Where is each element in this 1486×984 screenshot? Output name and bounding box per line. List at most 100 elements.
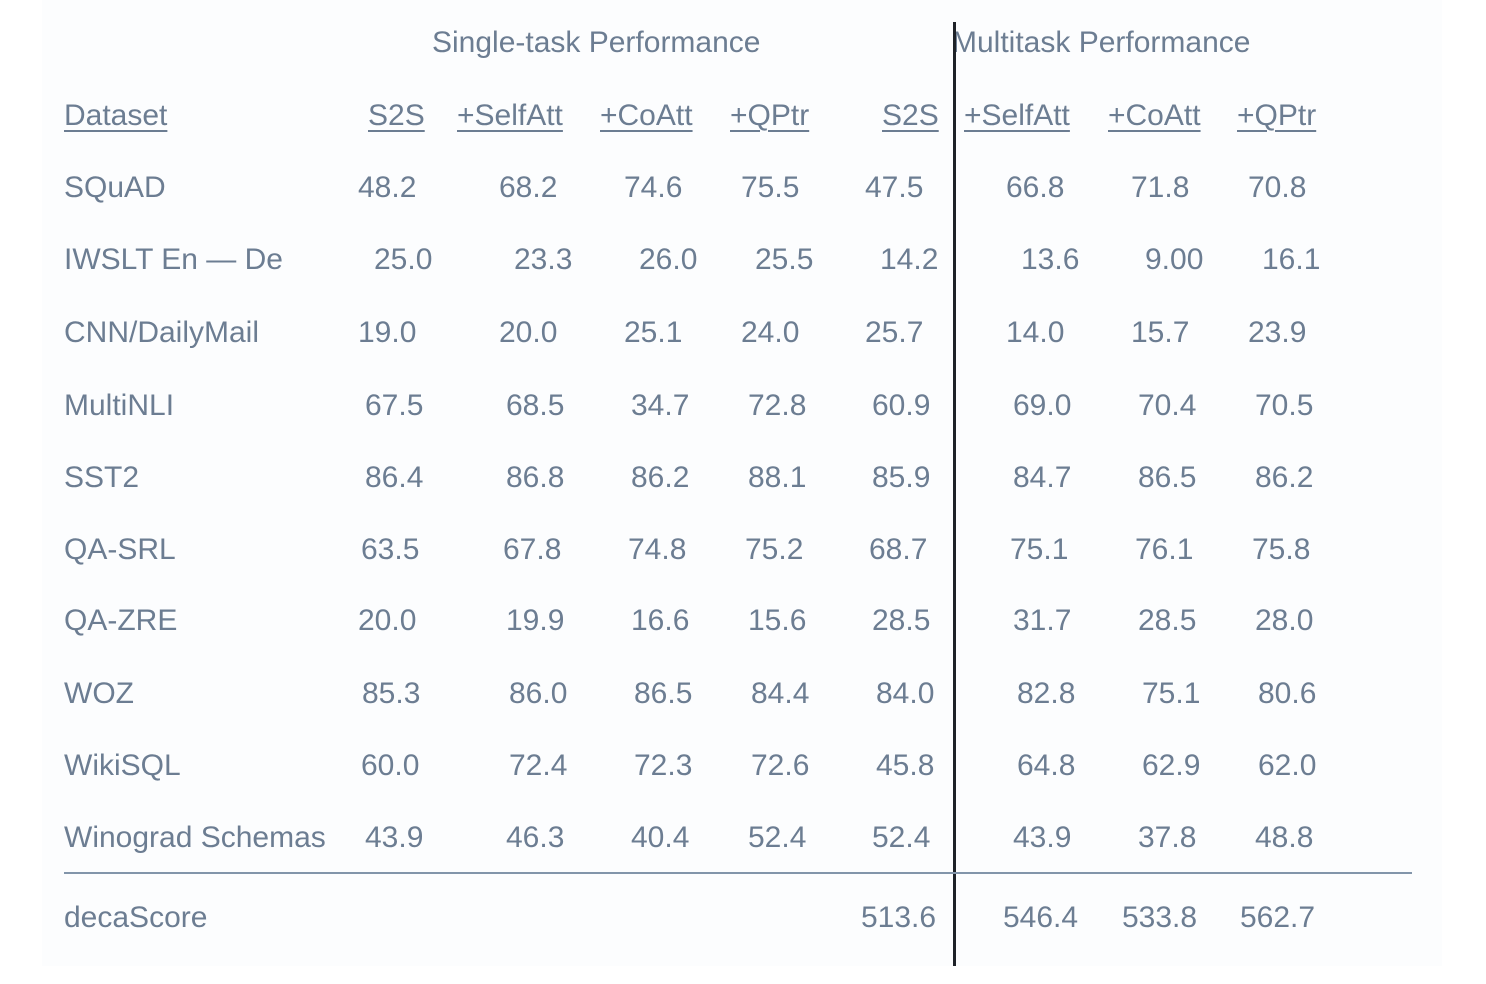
row-label: SST2 [64, 461, 140, 494]
table-cell: 88.1 [748, 461, 807, 494]
table-cell: 69.0 [1013, 389, 1072, 422]
table-cell: 67.5 [365, 389, 424, 422]
table-cell: 52.4 [748, 821, 807, 854]
column-header-multi-5: S2S [882, 99, 939, 132]
table-cell: 66.8 [1006, 171, 1065, 204]
table-cell: 25.7 [865, 316, 924, 349]
table-cell: 31.7 [1013, 604, 1072, 637]
column-header-multi-8: +QPtr [1237, 99, 1317, 132]
table-cell: 43.9 [1013, 821, 1072, 854]
table-cell: 62.0 [1258, 749, 1317, 782]
table-cell: 60.9 [872, 389, 931, 422]
table-cell: 74.8 [628, 533, 687, 566]
table-cell: 23.9 [1248, 316, 1307, 349]
table-cell: 23.3 [514, 243, 573, 276]
vertical-divider [953, 22, 956, 966]
table-cell: 80.6 [1258, 677, 1317, 710]
table-cell: 72.8 [748, 389, 807, 422]
table-cell: 48.8 [1255, 821, 1314, 854]
table-cell: 74.6 [624, 171, 683, 204]
table-cell: 37.8 [1138, 821, 1197, 854]
row-label: WOZ [64, 677, 134, 710]
table-cell: 60.0 [361, 749, 420, 782]
summary-cell: 546.4 [1003, 901, 1079, 934]
table-cell: 40.4 [631, 821, 690, 854]
row-label: IWSLT En — De [64, 243, 283, 276]
table-cell: 64.8 [1017, 749, 1076, 782]
table-cell: 70.4 [1138, 389, 1197, 422]
table-cell: 84.7 [1013, 461, 1072, 494]
summary-divider [64, 872, 1412, 874]
table-cell: 67.8 [503, 533, 562, 566]
table-cell: 43.9 [365, 821, 424, 854]
table-cell: 25.0 [374, 243, 433, 276]
table-cell: 70.5 [1255, 389, 1314, 422]
column-header-multi-7: +CoAtt [1108, 99, 1201, 132]
table-cell: 85.3 [362, 677, 421, 710]
table-cell: 72.6 [751, 749, 810, 782]
table-cell: 34.7 [631, 389, 690, 422]
column-header-dataset: Dataset [64, 99, 168, 132]
table-cell: 75.5 [741, 171, 800, 204]
table-cell: 9.00 [1145, 243, 1204, 276]
summary-label: decaScore [64, 901, 208, 934]
table-cell: 46.3 [506, 821, 565, 854]
table-cell: 26.0 [639, 243, 698, 276]
row-label: WikiSQL [64, 749, 181, 782]
row-label: QA-SRL [64, 533, 176, 566]
table-cell: 72.4 [509, 749, 568, 782]
table-cell: 19.0 [358, 316, 417, 349]
table-cell: 45.8 [876, 749, 935, 782]
table-cell: 14.2 [880, 243, 939, 276]
table-cell: 62.9 [1142, 749, 1201, 782]
table-cell: 15.7 [1131, 316, 1190, 349]
table-cell: 25.1 [624, 316, 683, 349]
table-cell: 13.6 [1021, 243, 1080, 276]
table-cell: 48.2 [358, 171, 417, 204]
single-task-group-header: Single-task Performance [432, 26, 761, 59]
table-cell: 28.0 [1255, 604, 1314, 637]
table-cell: 85.9 [872, 461, 931, 494]
table-cell: 47.5 [865, 171, 924, 204]
summary-cell: 562.7 [1240, 901, 1316, 934]
row-label: CNN/DailyMail [64, 316, 260, 349]
table-cell: 75.1 [1010, 533, 1069, 566]
table-cell: 52.4 [872, 821, 931, 854]
table-cell: 28.5 [872, 604, 931, 637]
column-header-single-3: +CoAtt [600, 99, 693, 132]
table-cell: 72.3 [634, 749, 693, 782]
table-cell: 86.5 [634, 677, 693, 710]
table-cell: 86.8 [506, 461, 565, 494]
column-header-single-4: +QPtr [730, 99, 810, 132]
multitask-group-header: Multitask Performance [952, 26, 1251, 59]
table-cell: 84.0 [876, 677, 935, 710]
table-cell: 25.5 [755, 243, 814, 276]
table-cell: 68.7 [869, 533, 928, 566]
table-cell: 14.0 [1006, 316, 1065, 349]
column-header-single-2: +SelfAtt [457, 99, 563, 132]
table-cell: 86.5 [1138, 461, 1197, 494]
table-cell: 68.2 [499, 171, 558, 204]
table-cell: 84.4 [751, 677, 810, 710]
table-cell: 24.0 [741, 316, 800, 349]
table-cell: 20.0 [358, 604, 417, 637]
row-label: SQuAD [64, 171, 166, 204]
column-header-single-1: S2S [368, 99, 425, 132]
table-cell: 20.0 [499, 316, 558, 349]
table-cell: 75.2 [745, 533, 804, 566]
summary-cell: 533.8 [1122, 901, 1198, 934]
table-cell: 16.1 [1262, 243, 1321, 276]
row-label: Winograd Schemas [64, 821, 326, 854]
table-cell: 86.0 [509, 677, 568, 710]
table-cell: 71.8 [1131, 171, 1190, 204]
table-cell: 28.5 [1138, 604, 1197, 637]
summary-cell: 513.6 [861, 901, 937, 934]
table-cell: 63.5 [361, 533, 420, 566]
table-cell: 82.8 [1017, 677, 1076, 710]
row-label: QA-ZRE [64, 604, 178, 637]
table-cell: 86.2 [1255, 461, 1314, 494]
table-cell: 15.6 [748, 604, 807, 637]
page-background [42, 0, 1442, 966]
table-cell: 86.4 [365, 461, 424, 494]
